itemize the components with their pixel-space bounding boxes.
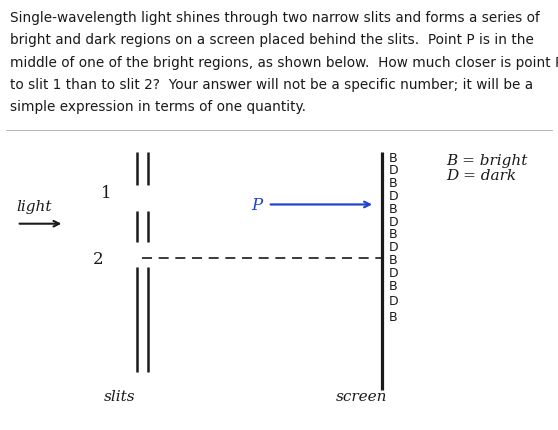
- Text: slits: slits: [104, 389, 136, 403]
- Text: simple expression in terms of one quantity.: simple expression in terms of one quanti…: [10, 100, 306, 114]
- Text: B: B: [389, 279, 397, 292]
- Text: P: P: [251, 197, 262, 213]
- Text: D: D: [389, 215, 398, 228]
- Text: D: D: [389, 266, 398, 279]
- Text: D: D: [389, 241, 398, 254]
- Text: to slit 1 than to slit 2?  Your answer will not be a specific number; it will be: to slit 1 than to slit 2? Your answer wi…: [10, 78, 533, 92]
- Text: B: B: [389, 228, 397, 241]
- Text: light: light: [17, 199, 52, 213]
- Text: D: D: [389, 190, 398, 203]
- Text: B = bright: B = bright: [446, 153, 528, 167]
- Text: B: B: [389, 151, 397, 164]
- Text: B: B: [389, 177, 397, 190]
- Text: 1: 1: [101, 185, 112, 202]
- Text: middle of one of the bright regions, as shown below.  How much closer is point P: middle of one of the bright regions, as …: [10, 55, 558, 69]
- Text: screen: screen: [336, 389, 387, 403]
- Text: D: D: [389, 164, 398, 177]
- Text: bright and dark regions on a screen placed behind the slits.  Point P is in the: bright and dark regions on a screen plac…: [10, 33, 534, 47]
- Text: Single-wavelength light shines through two narrow slits and forms a series of: Single-wavelength light shines through t…: [10, 11, 540, 25]
- Text: B: B: [389, 254, 397, 267]
- Text: D = dark: D = dark: [446, 169, 517, 183]
- Text: D: D: [389, 295, 398, 307]
- Text: 2: 2: [93, 250, 103, 267]
- Text: B: B: [389, 310, 397, 323]
- Text: B: B: [389, 203, 397, 215]
